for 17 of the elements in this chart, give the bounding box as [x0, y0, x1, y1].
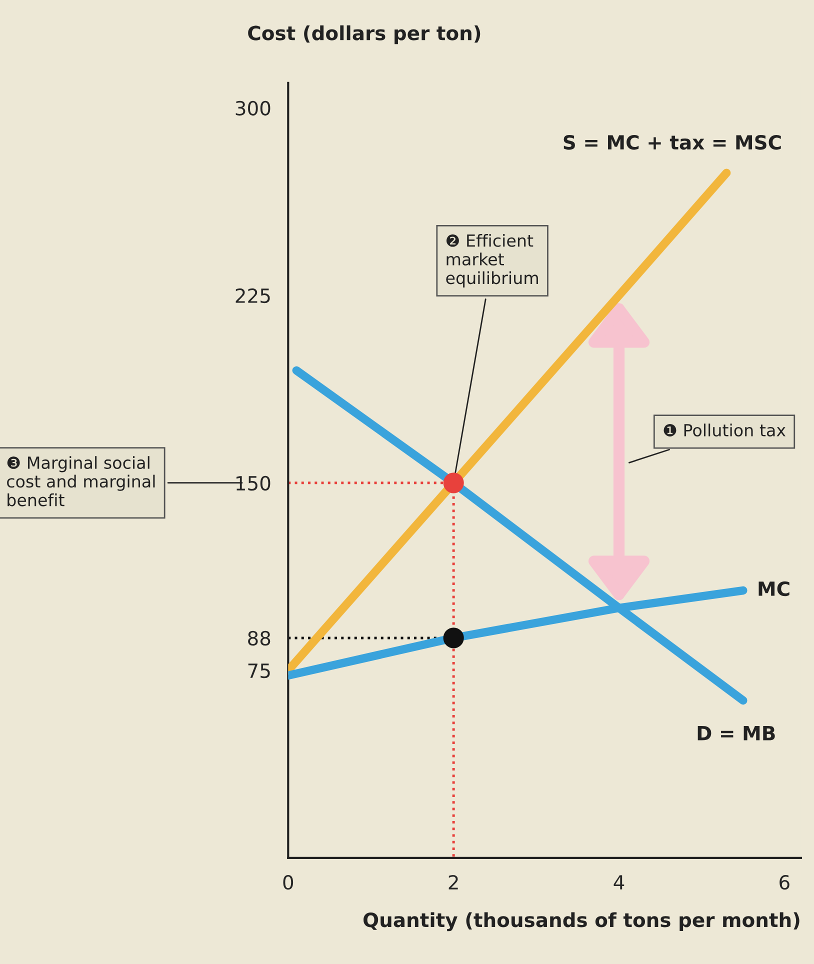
- y-tick-label: 150: [236, 476, 270, 491]
- y-tick-label: 88: [248, 630, 270, 646]
- text: S = MC + tax = MSC: [564, 134, 781, 150]
- y-tick-label: 300: [236, 100, 270, 116]
- y-tick-label: 75: [248, 664, 270, 678]
- x-tick-label: 6: [780, 874, 790, 890]
- series-label: MC: [758, 581, 790, 596]
- y-tick-label: 225: [236, 288, 270, 304]
- x-axis-title: Quantity (thousands of tons per month): [364, 912, 800, 932]
- annotation: ❶ Pollution tax: [664, 424, 786, 437]
- series-label: D = MB: [698, 726, 775, 740]
- x-tick-label: 4: [614, 875, 624, 890]
- x-tick-label: 0: [283, 874, 294, 890]
- annotation: ❷ Efficient market equilibrium: [446, 234, 538, 288]
- y-axis-title: Cost (dollars per ton): [248, 25, 480, 44]
- x-tick-label: 2: [448, 874, 458, 890]
- text: ❸ Marginal social cost and marginal benefit: [7, 456, 155, 506]
